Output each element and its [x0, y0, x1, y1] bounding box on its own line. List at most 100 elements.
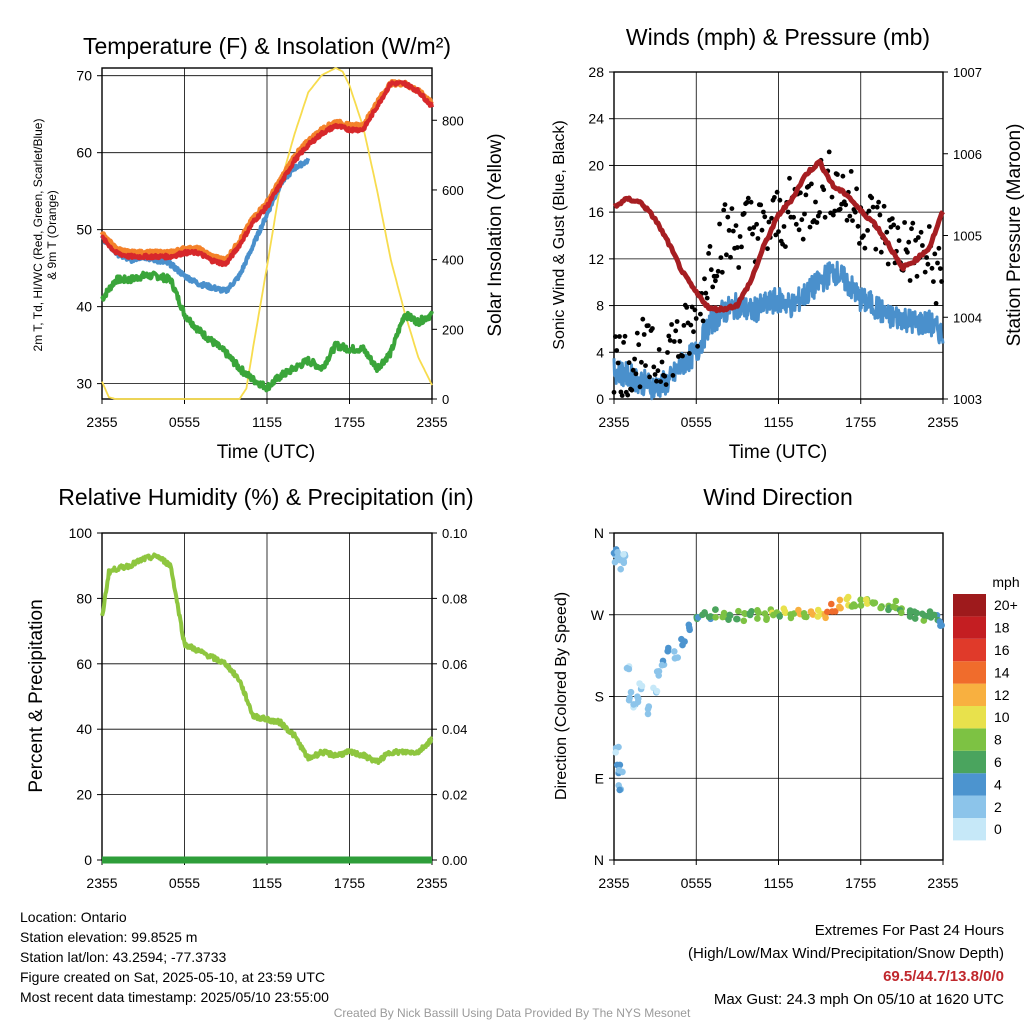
gust-point: [777, 197, 783, 203]
temp-ylabel-right: Solar Insolation (Yellow): [485, 133, 506, 336]
gust-point: [681, 323, 687, 328]
gust-point: [902, 220, 907, 225]
rh-y2tick-label: 0.10: [442, 526, 467, 541]
gust-point: [814, 220, 820, 225]
gust-point: [922, 269, 928, 275]
gust-point: [910, 220, 916, 226]
wind-xtick-label: 2355: [598, 414, 629, 430]
temp-2m-line: [100, 80, 434, 268]
gust-point: [677, 338, 683, 344]
gust-point: [877, 212, 883, 218]
direction-point: [625, 696, 633, 704]
gust-point: [878, 249, 884, 255]
temp-ytick-label: 70: [76, 68, 92, 84]
temp-xtick-label: 2355: [416, 414, 447, 430]
direction-point: [924, 612, 932, 620]
gust-point: [703, 290, 709, 296]
gust-point: [718, 255, 724, 260]
wind-ytick-label: 20: [588, 157, 604, 173]
rh-y2tick-label: 0.06: [442, 657, 467, 672]
gust-point: [621, 340, 626, 345]
gust-point: [619, 393, 625, 398]
rh-y2tick-label: 0.08: [442, 591, 467, 606]
dir-ytick-label: N: [594, 852, 604, 868]
dir-ytick-label: N: [594, 525, 604, 541]
rh-panel-title: Relative Humidity (%) & Precipitation (i…: [58, 484, 473, 510]
rh-ytick-label: 20: [76, 787, 92, 803]
dir-xtick-label: 0555: [681, 875, 712, 891]
legend-swatch: [953, 616, 986, 639]
direction-point: [857, 596, 865, 604]
direction-point: [612, 749, 619, 756]
legend-swatch: [953, 728, 986, 751]
temp-y2tick-label: 200: [442, 322, 464, 337]
dir-xtick-label: 2355: [598, 875, 629, 891]
gust-point: [717, 221, 722, 227]
gust-point: [873, 246, 879, 252]
direction-point: [725, 616, 732, 623]
extremes-values: 69.5/44.7/13.8/0/0: [883, 968, 1004, 985]
gust-point: [793, 221, 799, 227]
direction-point: [890, 603, 897, 610]
direction-point: [763, 616, 770, 623]
dir-ytick-label: W: [591, 607, 605, 623]
extremes-subtitle: (High/Low/Max Wind/Precipitation/Snow De…: [688, 945, 1004, 962]
gust-point: [869, 195, 875, 201]
temp-xtick-label: 1155: [252, 414, 282, 430]
temp-y2tick-label: 800: [442, 113, 464, 128]
rh-xtick-label: 0555: [169, 875, 200, 891]
gust-point: [622, 333, 628, 339]
gust-point: [747, 226, 753, 232]
gust-point: [844, 217, 850, 223]
gust-point: [865, 228, 870, 233]
extremes-info: Extremes For Past 24 Hours (High/Low/Max…: [688, 919, 1004, 1011]
gust-point: [817, 210, 822, 215]
temp-xtick-label: 0555: [169, 414, 200, 430]
gust-point: [739, 244, 744, 250]
direction-point: [614, 548, 621, 556]
gust-point: [857, 241, 862, 246]
gust-point: [822, 214, 828, 220]
gust-point: [829, 194, 835, 200]
gust-point: [848, 169, 854, 174]
gust-point: [931, 279, 936, 284]
direction-point: [824, 608, 831, 616]
temp-ytick-label: 50: [76, 222, 92, 238]
direction-point: [613, 761, 621, 769]
gust-point: [766, 219, 772, 225]
station-latlon: Station lat/lon: 43.2594; -77.3733: [20, 949, 227, 965]
gust-point: [693, 316, 699, 321]
temp-xtick-label: 2355: [86, 414, 117, 430]
legend-label: 6: [994, 754, 1002, 770]
wind-ytick-label: 0: [596, 391, 604, 407]
gust-point: [843, 202, 849, 208]
direction-point: [911, 615, 919, 622]
gust-point: [791, 214, 796, 220]
gust-point: [896, 238, 902, 244]
gust-point: [830, 212, 836, 218]
gust-point: [906, 239, 912, 245]
gust-point: [733, 223, 739, 229]
direction-point: [877, 604, 884, 612]
direction-point: [814, 606, 822, 614]
direction-point: [930, 611, 938, 619]
rh-ytick-label: 100: [69, 525, 93, 541]
legend-swatch: [953, 661, 986, 684]
legend-label: 10: [994, 709, 1010, 725]
legend-swatch: [953, 683, 986, 706]
gust-point: [936, 245, 942, 251]
direction-point: [740, 617, 748, 625]
gust-point: [803, 192, 809, 198]
gust-point: [905, 249, 910, 255]
direction-point: [658, 661, 666, 669]
direction-point: [644, 710, 652, 718]
recent-timestamp: Most recent data timestamp: 2025/05/10 2…: [20, 989, 329, 1005]
direction-point: [776, 613, 783, 620]
direction-point: [781, 608, 789, 615]
dir-ytick-label: S: [595, 689, 604, 705]
gust-point: [754, 221, 759, 227]
gust-point: [866, 208, 872, 214]
rh-xtick-label: 2355: [86, 875, 117, 891]
direction-point: [712, 606, 719, 613]
gust-point: [645, 323, 651, 328]
